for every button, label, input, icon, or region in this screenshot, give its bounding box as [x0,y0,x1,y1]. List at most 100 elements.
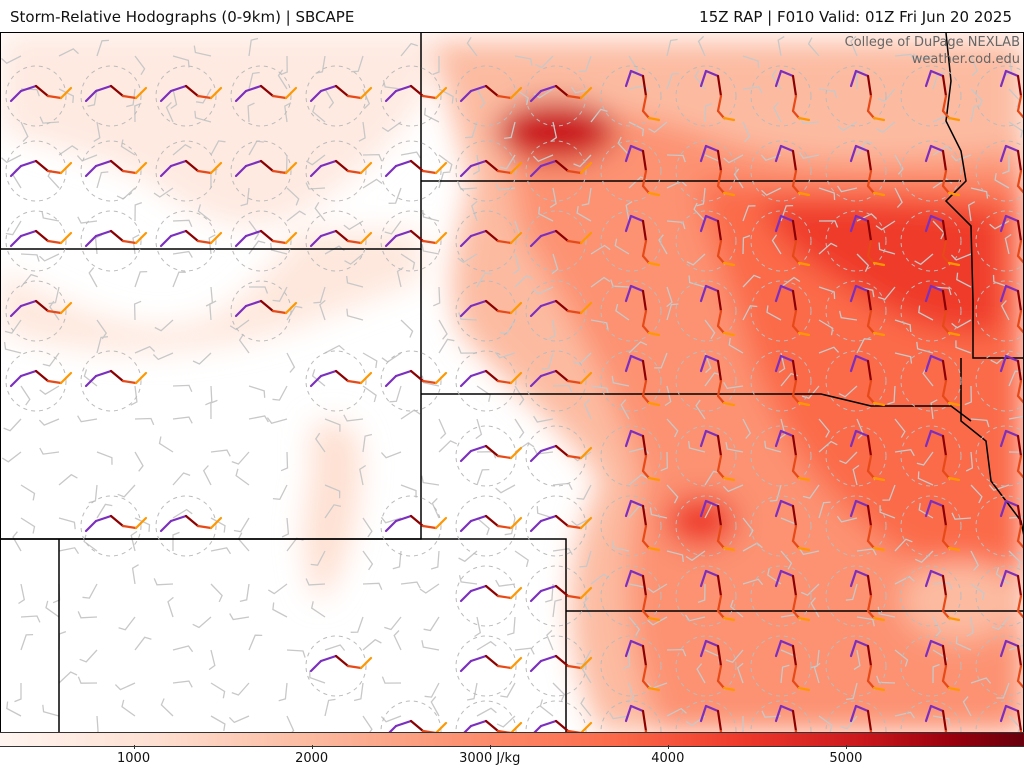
wind-barb [438,440,458,453]
hodograph-trace [59,86,73,100]
hodograph-trace [309,234,323,248]
wind-barb [421,475,440,486]
wind-barb [172,531,180,551]
hodograph-trace [496,94,513,100]
hodograph-trace [774,429,783,448]
hodograph-trace [394,369,413,378]
hodograph-trace [791,524,798,543]
wind-barb [310,550,326,566]
hodograph-trace [641,359,648,383]
wind-barb [229,319,250,331]
hodograph-trace [434,86,448,100]
hodograph-trace [469,159,488,168]
hodograph-trace [797,261,811,267]
hodograph-trace [791,609,801,620]
wind-barb [286,187,300,206]
colorbar-tickmark [133,745,135,749]
hodograph-trace [629,214,645,223]
hodograph-trace [797,686,811,692]
hodograph-trace [496,379,513,385]
hodograph-trace [699,284,708,303]
hodograph-trace [1004,429,1020,438]
hodograph-trace [647,546,661,552]
hodograph-ring [750,140,812,202]
wind-barb [810,597,820,618]
colorbar-tick-label: 4000 [651,751,685,766]
wind-barb [856,616,875,627]
hodograph-trace [999,214,1008,233]
wind-barb [77,676,98,684]
wind-barb [742,86,763,94]
map-panel[interactable]: College of DuPage NEXLAB weather.cod.edu [0,32,1024,733]
hodograph-ring [455,565,517,627]
hodograph-ring [305,140,367,202]
wind-barb [970,104,982,123]
hodograph-trace [34,84,50,98]
wind-barb [120,139,136,156]
wind-barb [476,385,491,402]
wind-barb [1005,55,1013,76]
wind-barb [210,583,223,603]
hodograph-trace [941,644,948,668]
hodograph-ring [750,700,812,732]
wind-barb [1008,121,1023,138]
wind-barb [362,715,373,732]
hodograph-trace [947,616,961,622]
colorbar-tickmark [489,745,491,749]
wind-barb [380,451,402,459]
wind-barb [499,319,516,335]
hodograph-trace [929,144,945,153]
wind-barb [666,38,678,57]
hodograph-trace [566,729,582,732]
hodograph-trace [624,639,633,658]
wind-barb [761,187,782,196]
wind-barb [39,253,60,262]
wind-barb [798,548,820,556]
wind-barb [422,209,440,222]
hodograph-ring [750,495,812,557]
hodograph-ring [750,350,812,412]
hodograph-trace [849,429,858,448]
hodograph-trace [421,239,438,245]
wind-barb [995,567,1010,585]
hodograph-trace [1016,709,1023,732]
wind-barb [932,286,952,296]
hodograph-trace [941,184,951,195]
hodograph-trace [791,469,801,480]
hodograph-trace [941,219,948,243]
hodograph-trace [641,434,648,458]
wind-barb [725,649,744,663]
hodograph-ring [900,210,962,272]
hodograph-trace [259,229,275,243]
hodograph-trace [359,371,373,385]
hodograph-trace [716,454,723,473]
hodograph-trace [791,309,798,328]
wind-barb [846,682,858,701]
hodograph-trace [791,504,798,528]
wind-barb [208,649,216,671]
wind-barb [438,319,448,340]
wind-barb [581,187,592,206]
wind-barb [742,274,761,288]
wind-barb [248,37,259,57]
wind-barb [58,671,78,684]
hodograph-trace [284,301,298,315]
wind-barb [573,154,592,168]
hodograph-trace [319,369,338,378]
hodograph-ring [750,565,812,627]
hodograph-trace [484,229,500,243]
wind-barb [628,121,644,137]
hodograph-trace [641,539,651,550]
hodograph-trace [1016,74,1023,98]
wind-barb [615,303,630,321]
hodograph-trace [484,159,500,173]
hodograph-ring [5,140,67,202]
hodograph-ring [80,350,142,412]
wind-barb [324,88,335,109]
wind-barb [324,504,342,519]
hodograph-trace [34,299,50,313]
wind-barb [992,274,1010,288]
map-canvas [1,33,1023,732]
hodograph-trace [334,84,350,98]
state-borders [1,33,1023,732]
